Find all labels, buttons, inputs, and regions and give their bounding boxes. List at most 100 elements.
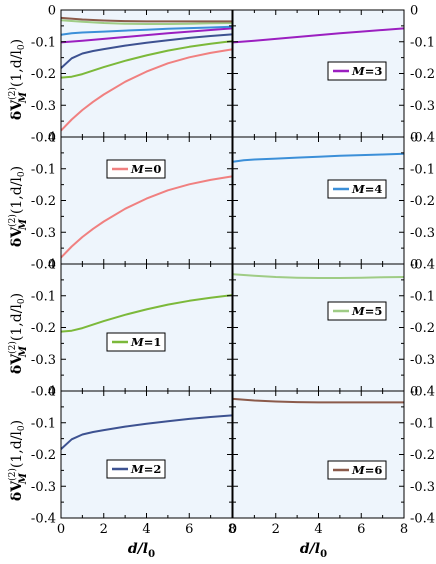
y-tick-label: -0.4 (31, 512, 56, 527)
y-tick-label: -0.3 (410, 99, 435, 114)
legend-M=1: M=1 (106, 332, 166, 352)
y-tick-label: 0 (48, 385, 56, 400)
panel-m4: 0 -0.1 -0.2 -0.3 -0.4 M=4 (232, 131, 435, 273)
legend-label: M=1 (130, 335, 161, 349)
x-tick-label: 8 (228, 522, 236, 537)
x-tick-label: 8 (400, 522, 408, 537)
y-tick-label: -0.4 (410, 258, 435, 273)
series-line-M=6 (60, 16, 232, 23)
y-tick-label: -0.2 (31, 67, 56, 82)
legend-label: M=6 (351, 463, 382, 477)
panel-all: 0 -0.1 -0.2 -0.3 -0.4 (31, 4, 233, 146)
x-tick-label: 4 (142, 522, 150, 537)
y-tick-label: -0.2 (31, 448, 56, 463)
series-line-M=3 (232, 27, 405, 44)
series-line-M=0 (60, 175, 233, 259)
series-line-M=4 (60, 25, 233, 36)
panel-background (233, 264, 404, 391)
legend-M=6: M=6 (327, 460, 387, 480)
legend-box (327, 179, 387, 199)
y-tick-label: -0.1 (31, 416, 56, 431)
y-tick-label: -0.1 (410, 416, 435, 431)
legend-label: M=4 (351, 182, 382, 196)
legend-box (106, 459, 166, 479)
panel-frame (232, 390, 405, 519)
x-tick-label: 0 (57, 522, 65, 537)
axis-labels: δV(2)M(1,d/l0) δV(2)M(1,d/l0) δV(2)M(1,d/l… (7, 39, 327, 560)
y-tick-label: -0.2 (31, 321, 56, 336)
x-tick-label: 6 (357, 522, 365, 537)
series-line-M=2 (60, 414, 233, 450)
y-tick-label: -0.3 (410, 480, 435, 495)
y-tick-label: -0.4 (31, 258, 56, 273)
y-tick-label: -0.4 (410, 385, 435, 400)
panel-m3: 0 -0.1 -0.2 -0.3 -0.4 M=3 (232, 4, 435, 146)
legend-M=0: M=0 (106, 159, 166, 179)
y-axis-label: δV(2)M(1,d/l0) (7, 293, 29, 374)
panel-m0: 0 -0.1 -0.2 -0.3 -0.4 M=0 (31, 131, 233, 273)
y-tick-label: -0.2 (410, 448, 435, 463)
panel-background (233, 137, 404, 264)
y-tick-label: 0 (48, 131, 56, 146)
panels-layer: 0-0.1-0.2-0.3-0.40-0.1-0.2-0.3-0.4M=30-0… (31, 4, 435, 538)
y-tick-label: -0.4 (410, 131, 435, 146)
legend-box (106, 159, 166, 179)
x-axis-label: d/l0 (300, 541, 327, 560)
panel-m6: 0-0.1-0.2-0.3-0.40 2 4 6 8M=6 (229, 385, 435, 538)
y-tick-label: -0.2 (31, 194, 56, 209)
legend-box (106, 332, 166, 352)
y-tick-label: -0.1 (31, 289, 56, 304)
y-axis-label: δV(2)M(1,d/l0) (7, 420, 29, 501)
panel-background (61, 137, 232, 264)
y-tick-label: -0.2 (410, 194, 435, 209)
series-line-M=1 (60, 294, 233, 333)
y-tick-label: -0.3 (410, 226, 435, 241)
legend-M=4: M=4 (327, 179, 387, 199)
y-tick-label: -0.3 (31, 99, 56, 114)
y-tick-label: -0.2 (410, 321, 435, 336)
legend-label: M=2 (130, 462, 161, 476)
y-tick-label: 0 (48, 258, 56, 273)
y-tick-label: 0 (410, 131, 418, 146)
series-line-M=5 (232, 273, 405, 279)
y-axis-label: δV(2)M(1,d/l0) (7, 166, 29, 247)
y-tick-label: -0.3 (410, 353, 435, 368)
series-line-M=1 (60, 40, 233, 79)
series-line-M=4 (232, 152, 405, 163)
legend-label: M=5 (351, 304, 382, 318)
panel-m2: 0-0.1-0.2-0.3-0.40 2 4 6 8M=2 (31, 385, 236, 538)
y-tick-label: -0.1 (410, 289, 435, 304)
legend-M=5: M=5 (327, 301, 387, 321)
x-tick-label: 2 (100, 522, 108, 537)
panel-background (233, 391, 404, 518)
legend-box (327, 61, 387, 81)
y-tick-label: 0 (410, 4, 418, 19)
x-tick-label: 0 (229, 522, 237, 537)
x-tick-label: 6 (185, 522, 193, 537)
series-line-M=3 (60, 27, 233, 44)
legend-box (327, 301, 387, 321)
x-tick-label: 4 (314, 522, 322, 537)
legend-box (327, 460, 387, 480)
y-tick-label: -0.4 (31, 385, 56, 400)
legend-M=3: M=3 (327, 61, 387, 81)
x-axis-label: d/l0 (128, 541, 155, 560)
y-tick-label: -0.2 (410, 67, 435, 82)
panel-frame (60, 390, 233, 519)
y-tick-label: -0.1 (410, 35, 435, 50)
panel-m5: 0 -0.1 -0.2 -0.3 -0.4 M=5 (232, 258, 435, 400)
legend-label: M=0 (130, 162, 161, 176)
y-tick-label: 0 (410, 385, 418, 400)
panel-background (61, 264, 232, 391)
y-tick-label: -0.1 (410, 162, 435, 177)
y-tick-label: 0 (48, 4, 56, 19)
x-tick-label: 2 (272, 522, 280, 537)
y-tick-label: -0.3 (31, 353, 56, 368)
series-line-M=5 (60, 19, 233, 25)
panel-background (61, 391, 232, 518)
series-line-M=2 (60, 33, 233, 69)
legend-label: M=3 (351, 64, 382, 78)
series-line-M=6 (232, 397, 404, 404)
y-tick-label: 0 (410, 258, 418, 273)
y-tick-label: -0.4 (31, 131, 56, 146)
